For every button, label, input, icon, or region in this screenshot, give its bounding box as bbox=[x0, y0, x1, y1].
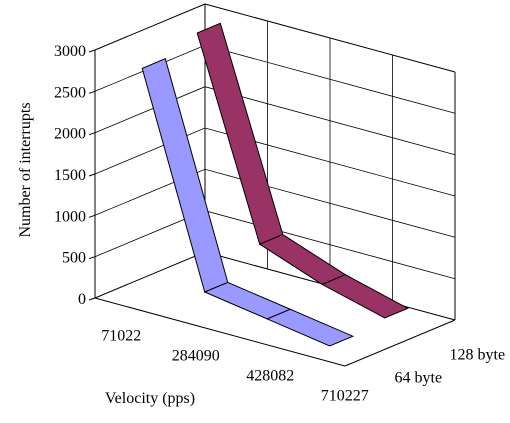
x-tick-label: 284090 bbox=[172, 348, 220, 365]
x-tick-label: 71022 bbox=[101, 328, 141, 345]
y-axis-ticks: 0 500 1000 1500 2000 2500 3000 bbox=[54, 43, 96, 308]
y-tick-label: 2000 bbox=[54, 126, 86, 143]
series-ribbon bbox=[141, 58, 355, 347]
y-tick-label: 0 bbox=[78, 291, 86, 308]
series-segment bbox=[258, 234, 347, 285]
chart-series bbox=[141, 22, 409, 347]
y-gridline bbox=[94, 168, 456, 238]
y-tick-mark bbox=[88, 49, 96, 53]
x-axis-title: Velocity (pps) bbox=[105, 390, 195, 407]
y-tick-label: 3000 bbox=[54, 43, 86, 60]
y-tick-label: 1000 bbox=[54, 208, 86, 225]
series-segment bbox=[321, 274, 409, 319]
series-axis-label: 64 byte bbox=[395, 370, 443, 387]
chart-frame-line bbox=[94, 3, 206, 51]
y-tick-mark bbox=[88, 297, 96, 301]
y-tick-mark bbox=[88, 90, 96, 94]
chart-frame-line bbox=[344, 319, 456, 367]
series-axis-labels: 64 byte 128 byte bbox=[395, 347, 506, 387]
series-ribbon bbox=[196, 22, 409, 319]
series-segment bbox=[265, 308, 355, 347]
x-tick-label: 710227 bbox=[321, 388, 369, 405]
series-segment bbox=[203, 281, 292, 320]
y-tick-label: 500 bbox=[62, 250, 86, 267]
x-tick-label: 428082 bbox=[246, 368, 294, 385]
y-tick-mark bbox=[88, 256, 96, 260]
chart-frame-line bbox=[94, 251, 206, 299]
series-axis-label: 128 byte bbox=[450, 347, 506, 364]
y-gridline bbox=[94, 127, 456, 197]
x-axis-ticks: 71022 284090 428082 710227 bbox=[101, 328, 369, 405]
y-tick-label: 1500 bbox=[54, 167, 86, 184]
y-axis-title: Number of interrupts bbox=[17, 102, 34, 237]
y-tick-mark bbox=[88, 173, 96, 177]
y-tick-mark bbox=[88, 214, 96, 218]
chart-frame-line bbox=[94, 297, 346, 367]
y-gridline bbox=[94, 86, 456, 156]
y-tick-mark bbox=[88, 132, 96, 136]
y-tick-label: 2500 bbox=[54, 84, 86, 101]
series-segment bbox=[196, 22, 284, 245]
